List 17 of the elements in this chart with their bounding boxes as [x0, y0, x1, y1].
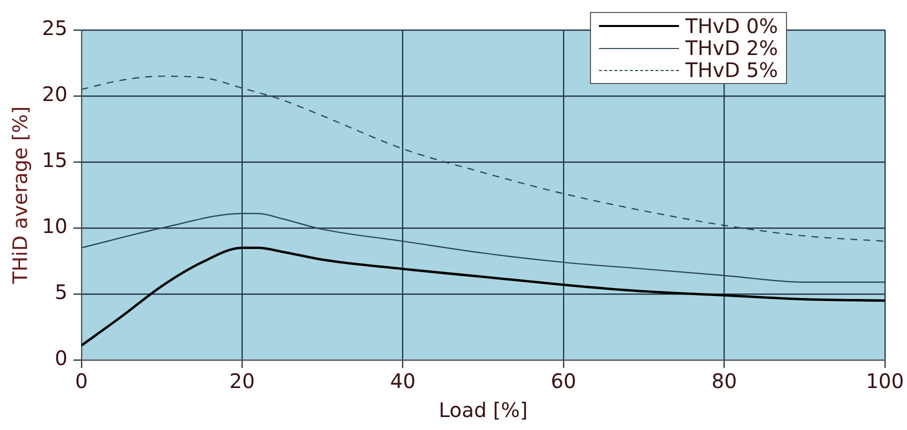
legend-label: THvD 5% [685, 58, 778, 82]
y-tick-label: 20 [42, 82, 68, 106]
y-tick-label: 25 [42, 16, 68, 40]
legend-label: THvD 2% [685, 36, 778, 60]
y-tick-label: 15 [42, 148, 68, 172]
x-tick-label: 20 [229, 369, 255, 394]
y-tick-label: 0 [54, 346, 68, 370]
x-axis-title: Load [%] [438, 398, 528, 422]
y-axis-title: THiD average [%] [8, 106, 32, 285]
y-tick-label: 10 [42, 214, 68, 238]
x-tick-label: 40 [390, 369, 416, 394]
legend-label: THvD 0% [685, 14, 778, 38]
x-tick-label: 0 [75, 369, 88, 394]
x-tick-label: 100 [866, 369, 904, 394]
x-tick-label: 60 [550, 369, 576, 394]
y-tick-label: 5 [54, 280, 68, 304]
x-tick-label: 80 [711, 369, 737, 394]
